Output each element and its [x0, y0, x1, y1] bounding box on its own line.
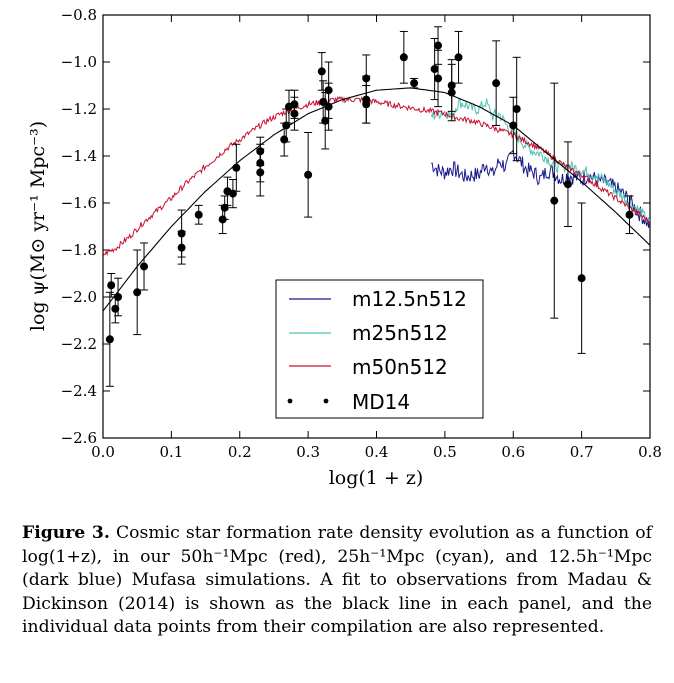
md14-point: [434, 74, 443, 83]
legend-label-m50n512: m50n512: [352, 355, 448, 379]
y-tick-label: −1.4: [61, 147, 97, 165]
caption-text: Cosmic star formation rate density evolu…: [22, 523, 652, 637]
md14-point: [133, 288, 142, 297]
md14-point: [290, 100, 299, 109]
x-tick-label: 0.1: [159, 443, 183, 461]
md14-point: [114, 293, 123, 301]
y-tick-label: −2.4: [61, 382, 97, 400]
md14-point: [140, 262, 149, 271]
md14-point: [399, 53, 408, 62]
axis-ticks: 0.0 0.1 0.2 0.3 0.4 0.5 0.6 0.7 0.8 −2.6 −2.4 −2.2 −…: [61, 6, 662, 461]
x-tick-label: 0.6: [501, 443, 525, 461]
y-tick-label: −1.2: [61, 100, 97, 118]
legend-label-m25n512: m25n512: [352, 321, 448, 345]
figure-caption: Figure 3. Cosmic star formation rate den…: [22, 522, 652, 640]
series-line-m25n512: [430, 97, 651, 223]
md14-point: [232, 163, 241, 172]
md14-point: [107, 281, 116, 290]
y-tick-label: −0.8: [61, 6, 97, 24]
md14-point: [492, 79, 501, 88]
md14-point: [577, 274, 586, 283]
md14-point: [410, 79, 419, 88]
legend-marker-md14-a: [287, 398, 293, 404]
x-tick-label: 0.5: [433, 443, 457, 461]
md14-point: [454, 53, 463, 62]
legend-box: [275, 279, 484, 419]
md14-point: [512, 105, 521, 113]
series-line-m12-5n512: [431, 149, 651, 228]
md14-point: [563, 180, 572, 189]
md14-point: [434, 41, 443, 50]
x-axis-label: log(1 + z): [329, 467, 424, 489]
x-tick-label: 0.4: [365, 443, 389, 461]
y-tick-label: −1.0: [61, 53, 97, 71]
sfr-density-chart: 0.0 0.1 0.2 0.3 0.4 0.5 0.6 0.7 0.8 −2.6 −2.4 −2.2 −…: [27, 6, 662, 489]
x-tick-label: 0.0: [91, 443, 115, 461]
md14-fit-line: [102, 87, 651, 312]
md14-points-layer: [105, 26, 634, 387]
md14-point: [324, 86, 333, 95]
md14-point: [430, 65, 439, 74]
y-tick-label: −2.2: [61, 335, 97, 353]
x-tick-label: 0.2: [228, 443, 252, 461]
y-tick-label: −2.0: [61, 288, 97, 306]
md14-point: [550, 196, 559, 205]
md14-point: [625, 210, 634, 219]
md14-point: [194, 210, 203, 219]
legend: m12.5n512 m25n512 m50n512 MD14: [275, 279, 484, 419]
legend-label-m12-5n512: m12.5n512: [352, 287, 467, 311]
md14-point: [105, 335, 114, 344]
legend-marker-md14-b: [323, 398, 329, 404]
y-axis-label: log ψ(M⊙ yr⁻¹ Mpc⁻³): [27, 121, 49, 331]
caption-label: Figure 3.: [22, 523, 110, 543]
series-layer: [102, 87, 651, 312]
md14-point: [177, 229, 186, 238]
x-tick-label: 0.3: [296, 443, 320, 461]
md14-point: [111, 304, 120, 313]
legend-label-md14: MD14: [352, 390, 410, 414]
md14-point: [447, 88, 456, 97]
md14-point: [362, 74, 371, 83]
x-tick-label: 0.8: [638, 443, 662, 461]
md14-point: [317, 67, 326, 76]
x-tick-label: 0.7: [570, 443, 594, 461]
y-tick-label: −1.6: [61, 194, 97, 212]
md14-point: [509, 121, 518, 130]
y-tick-label: −1.8: [61, 241, 97, 259]
md14-point: [304, 170, 313, 179]
y-tick-label: −2.6: [61, 429, 97, 447]
md14-point: [256, 147, 265, 156]
